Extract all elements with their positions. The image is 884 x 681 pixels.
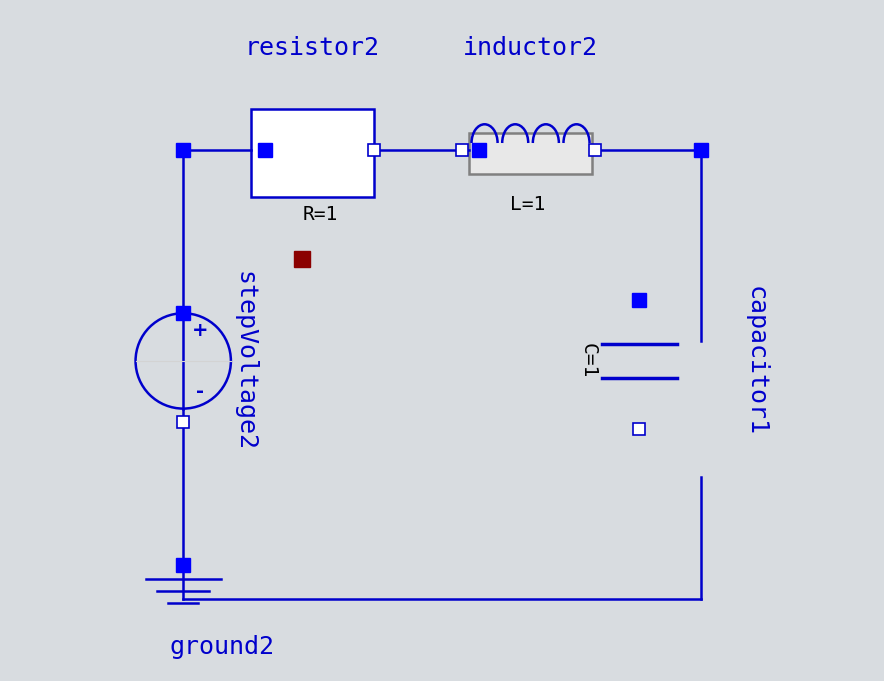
Text: ground2: ground2 [170, 635, 275, 659]
Bar [251, 109, 374, 197]
Text: capacitor1: capacitor1 [743, 286, 767, 436]
Text: C=1: C=1 [579, 343, 598, 379]
Text: +: + [192, 321, 209, 340]
Text: L=1: L=1 [510, 195, 545, 214]
Text: R=1: R=1 [302, 205, 338, 224]
Text: -: - [196, 382, 204, 401]
Text: inductor2: inductor2 [463, 35, 598, 60]
Text: resistor2: resistor2 [245, 35, 380, 60]
Text: stepVoltage2: stepVoltage2 [232, 271, 256, 451]
Bar [469, 133, 591, 174]
